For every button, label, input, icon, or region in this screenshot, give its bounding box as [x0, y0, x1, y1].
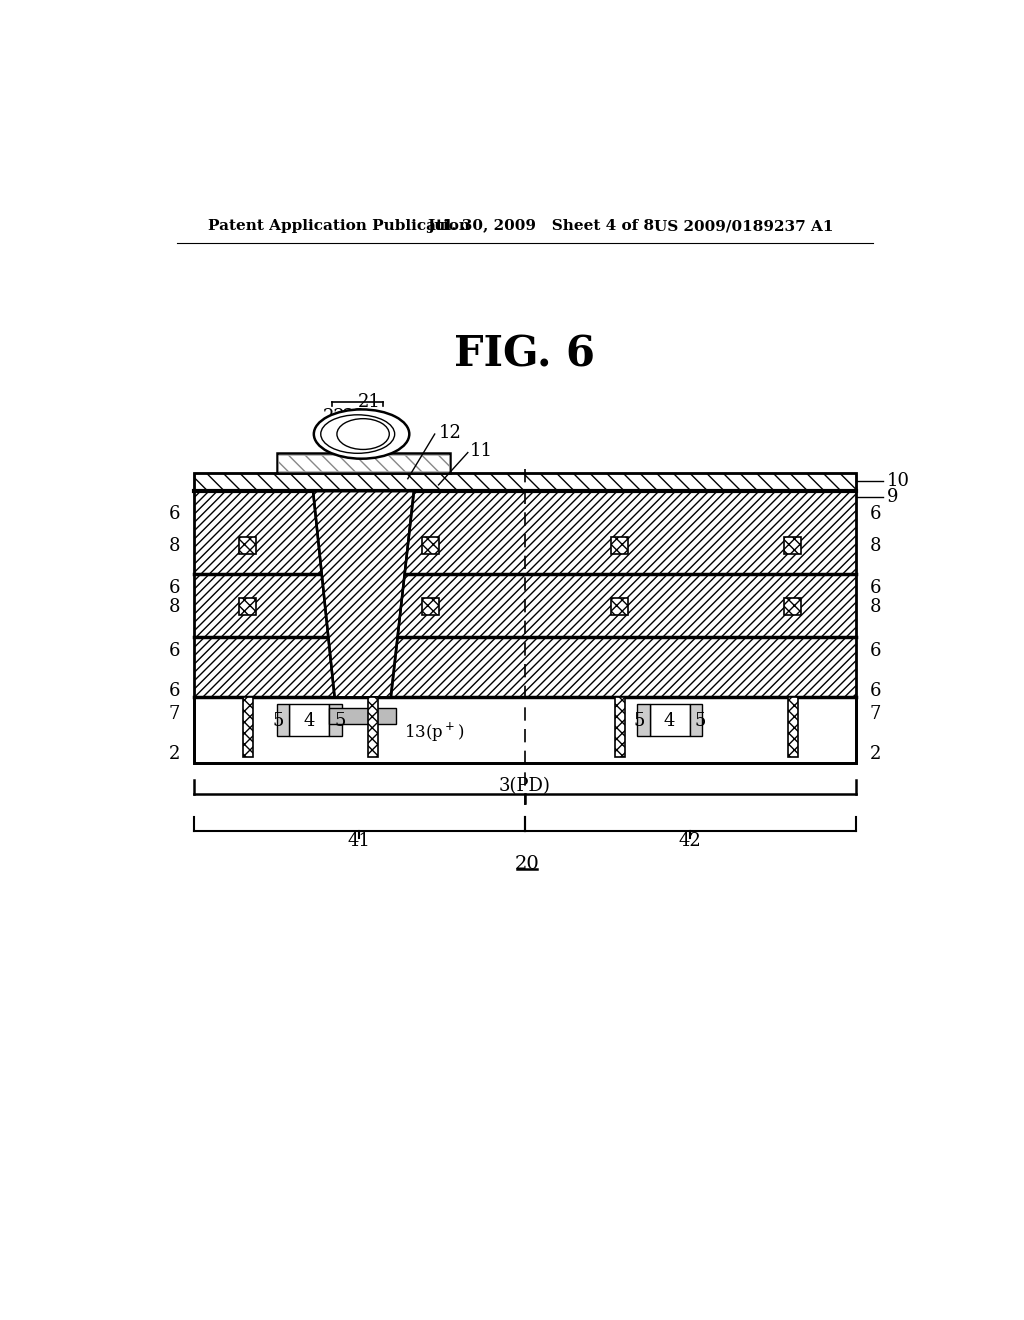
- Bar: [243, 697, 253, 756]
- Bar: [194, 638, 856, 697]
- Text: 4: 4: [664, 711, 675, 730]
- Bar: [611, 598, 628, 615]
- Text: 22: 22: [324, 408, 346, 426]
- Bar: [240, 537, 256, 554]
- Text: 6: 6: [168, 506, 180, 523]
- Bar: [689, 704, 701, 737]
- Text: 2: 2: [169, 744, 180, 763]
- Text: 5: 5: [633, 711, 644, 730]
- Bar: [787, 697, 798, 756]
- Bar: [240, 598, 256, 615]
- Text: 7: 7: [169, 705, 180, 723]
- Text: Patent Application Publication: Patent Application Publication: [208, 219, 470, 234]
- Bar: [194, 574, 856, 638]
- Polygon shape: [313, 491, 414, 697]
- Text: 8: 8: [869, 598, 882, 615]
- Text: 21: 21: [357, 393, 381, 411]
- Bar: [330, 704, 342, 737]
- Text: 41: 41: [348, 833, 371, 850]
- Text: US 2009/0189237 A1: US 2009/0189237 A1: [654, 219, 834, 234]
- Bar: [289, 704, 330, 737]
- Bar: [611, 537, 628, 554]
- Text: 8: 8: [869, 537, 882, 554]
- Text: 23: 23: [342, 408, 366, 426]
- Text: 8: 8: [168, 598, 180, 615]
- Text: 5: 5: [694, 711, 706, 730]
- Bar: [649, 704, 689, 737]
- Bar: [194, 697, 856, 763]
- Text: 12: 12: [438, 424, 462, 441]
- Bar: [422, 598, 439, 615]
- Ellipse shape: [313, 409, 410, 459]
- Bar: [637, 704, 649, 737]
- Text: 6: 6: [168, 682, 180, 700]
- Text: 5: 5: [334, 711, 346, 730]
- Text: 5: 5: [272, 711, 284, 730]
- Bar: [276, 704, 289, 737]
- Text: 3(PD): 3(PD): [499, 777, 551, 795]
- Bar: [194, 473, 856, 763]
- Bar: [279, 455, 449, 471]
- Text: 10: 10: [887, 473, 909, 490]
- Text: 2: 2: [869, 744, 881, 763]
- Text: Jul. 30, 2009   Sheet 4 of 8: Jul. 30, 2009 Sheet 4 of 8: [427, 219, 654, 234]
- Bar: [194, 491, 856, 574]
- Text: 7: 7: [869, 705, 881, 723]
- Text: FIG. 6: FIG. 6: [455, 334, 595, 376]
- Text: 9: 9: [887, 488, 898, 506]
- Bar: [614, 697, 625, 756]
- Text: 6: 6: [869, 643, 882, 660]
- Text: 42: 42: [679, 833, 701, 850]
- Text: 6: 6: [869, 682, 882, 700]
- Bar: [368, 697, 378, 756]
- Bar: [784, 598, 801, 615]
- Text: 8: 8: [168, 537, 180, 554]
- Bar: [330, 708, 396, 723]
- Bar: [784, 537, 801, 554]
- Text: 13(p$^+$): 13(p$^+$): [403, 721, 464, 744]
- Text: 6: 6: [869, 506, 882, 523]
- Bar: [422, 537, 439, 554]
- Text: 6: 6: [168, 643, 180, 660]
- Text: 11: 11: [469, 442, 493, 459]
- Text: 6: 6: [168, 579, 180, 597]
- Bar: [276, 453, 451, 473]
- Text: 4: 4: [303, 711, 315, 730]
- Text: 20: 20: [515, 855, 540, 874]
- Text: 6: 6: [869, 579, 882, 597]
- Bar: [194, 473, 856, 491]
